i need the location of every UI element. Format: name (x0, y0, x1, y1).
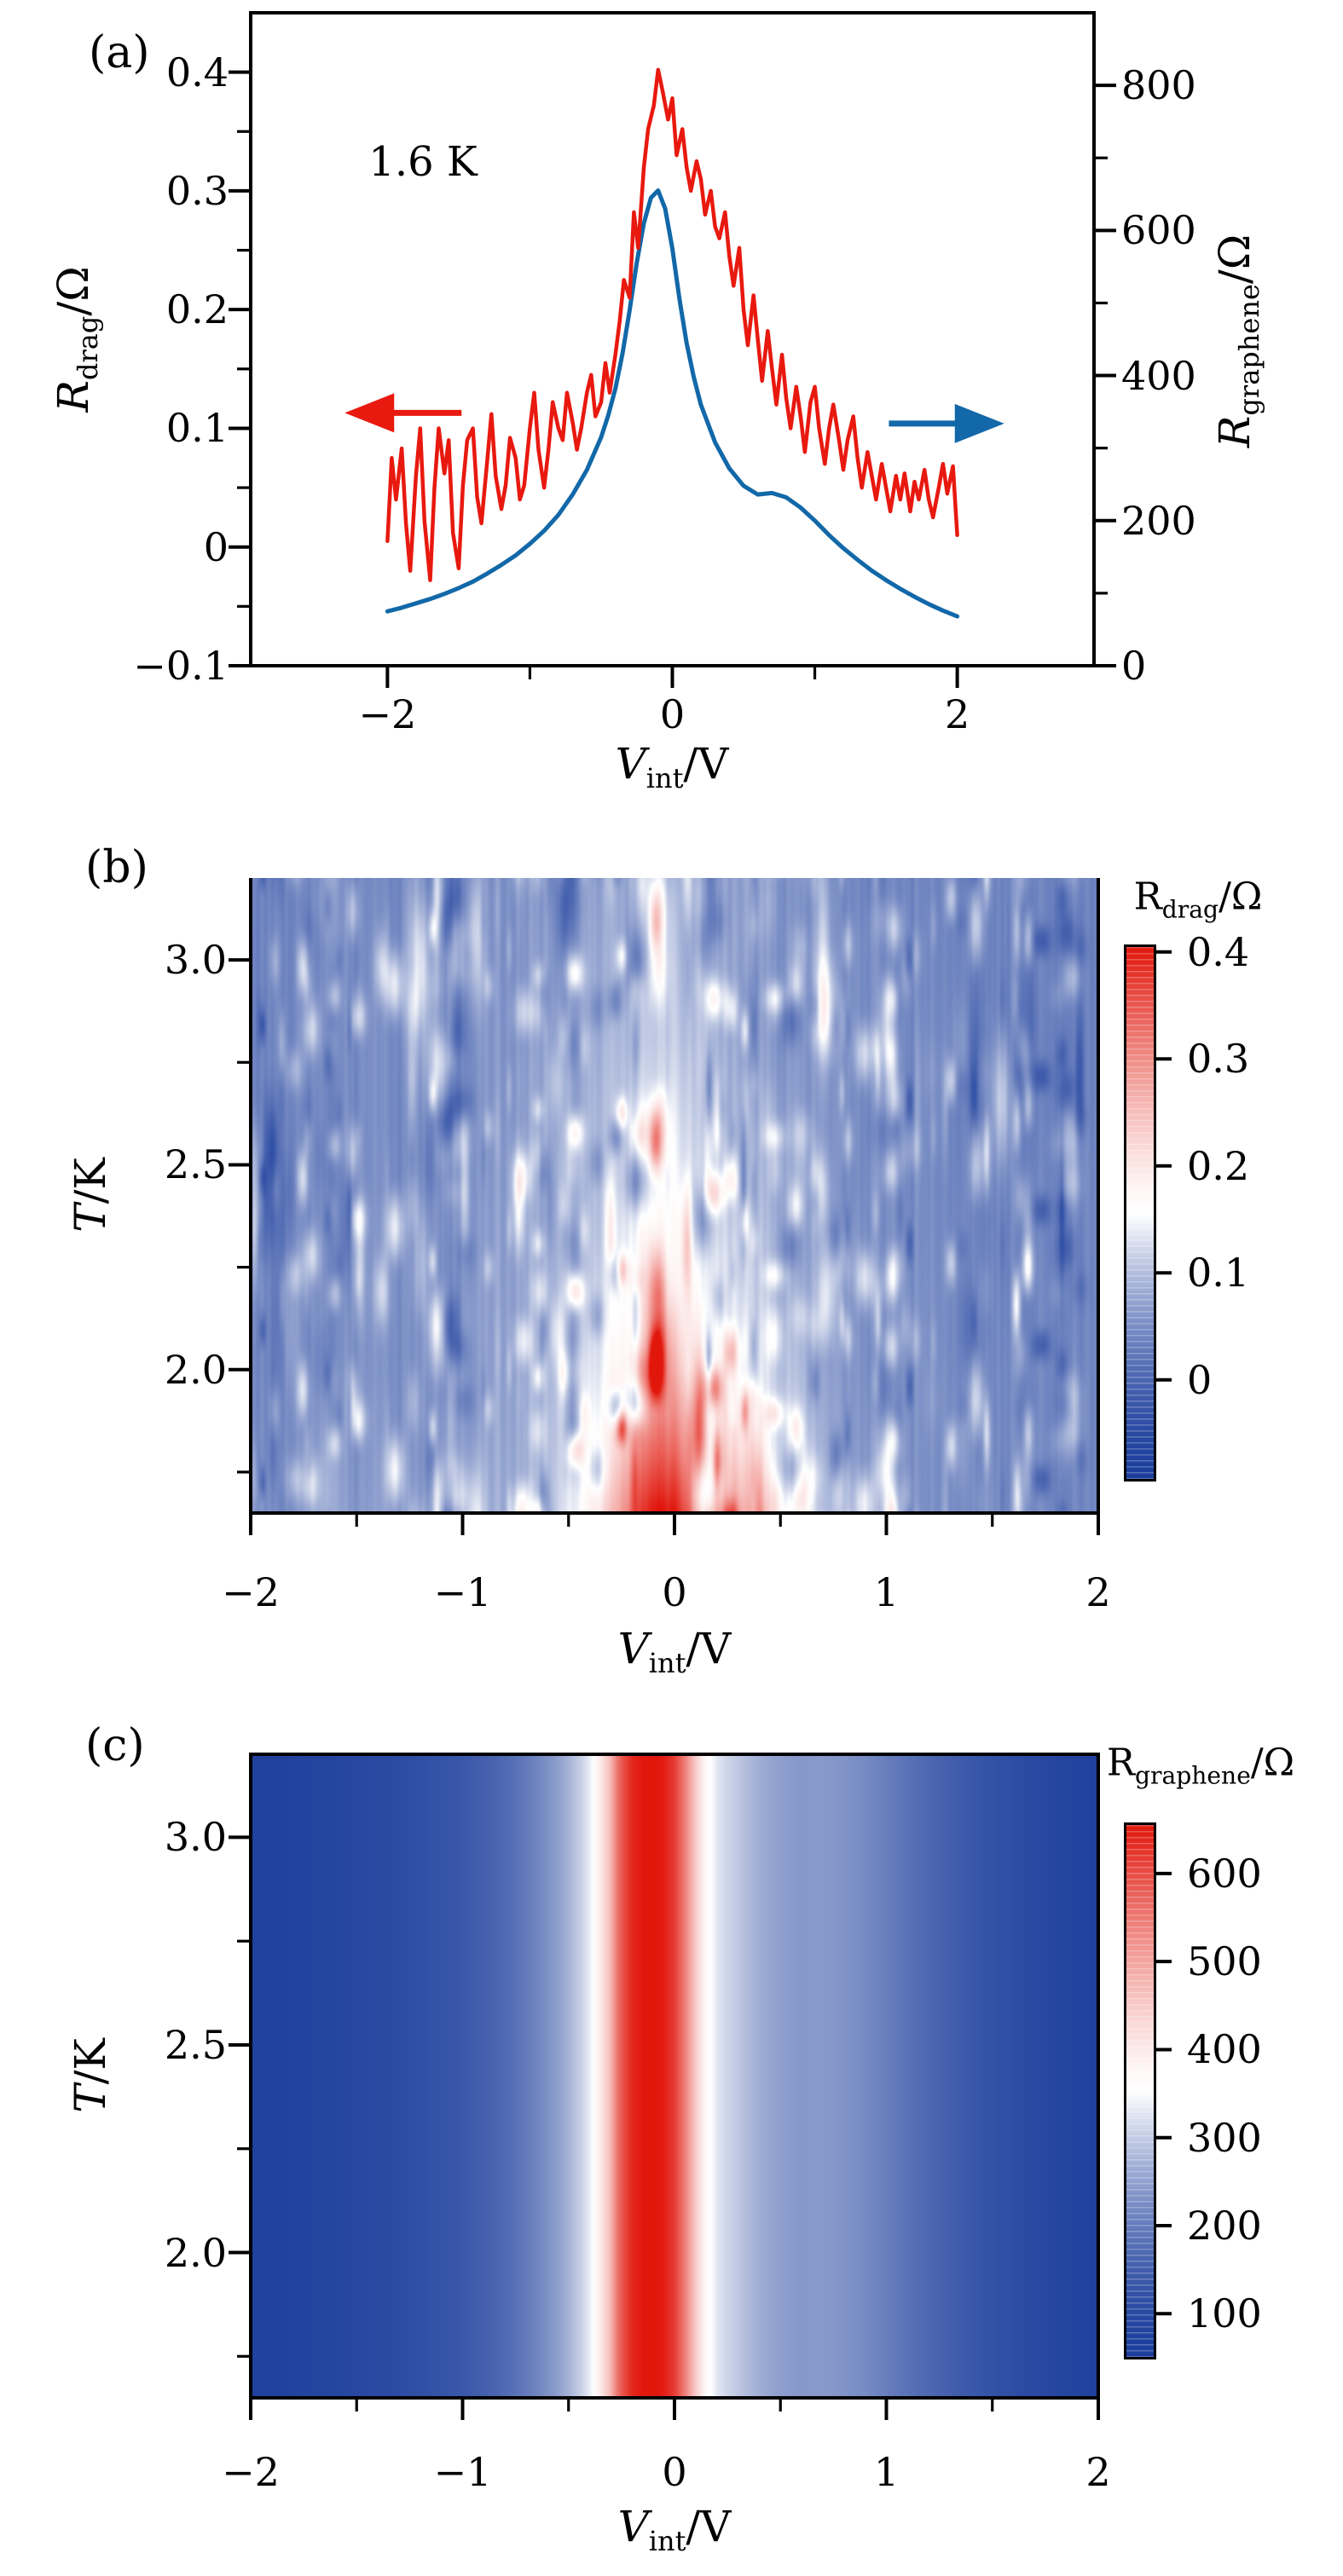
ylabel-right-unit: /Ω (1210, 234, 1259, 285)
panel-b-xlabel: Vint/V (618, 1627, 732, 1677)
colorbar-tick-label: 0 (1187, 1356, 1213, 1403)
panel-a-y-left-tick-label: −0.1 (133, 643, 229, 689)
xlabel-unit: /V (686, 2502, 732, 2551)
colorbar-title-symbol: R (1106, 1741, 1135, 1785)
panel-a-ylabel-left: Rdrag/Ω (49, 266, 104, 413)
panel-c-heatmap (251, 1754, 1098, 2398)
xlabel-unit: /V (686, 1624, 732, 1673)
colorbar-tick-label: 100 (1187, 2290, 1262, 2337)
panel-b-colorbar-title: Rdrag/Ω (1134, 878, 1263, 924)
panel-c-x-tick-label: −1 (433, 2449, 492, 2495)
rgraphene-curve (385, 188, 960, 619)
colorbar-title-unit: /Ω (1219, 875, 1263, 919)
panel-c-y-tick-label: 3.0 (164, 1814, 227, 1861)
panel-b-x-tick-label: −2 (222, 1569, 280, 1615)
ylabel-left-symbol: R (49, 380, 98, 413)
ylabel-left-subscript: drag (72, 315, 104, 380)
xlabel-subscript: int (648, 1647, 686, 1679)
panel-a-x-tick-label: 0 (659, 691, 686, 737)
panel-c-ylabel: T/K (66, 2038, 119, 2113)
panel-a-y-right-tick-label: 600 (1121, 207, 1196, 254)
panel-a-plot-area (229, 11, 1116, 688)
panel-b-heatmap (251, 878, 1098, 1513)
panel-b-y-tick-label: 2.0 (164, 1346, 227, 1393)
ylabel-unit: /K (66, 2038, 115, 2085)
panel-c-x-tick-label: 0 (662, 2449, 687, 2495)
panel-c-colorbar (1124, 1822, 1156, 2359)
blue-arrow-head (954, 403, 1004, 443)
xlabel-symbol: V (615, 739, 646, 788)
colorbar-title-subscript: graphene (1134, 1761, 1251, 1790)
ylabel-right-symbol: R (1210, 415, 1259, 448)
panel-b-x-tick-label: 1 (873, 1569, 900, 1615)
colorbar-tick-label: 300 (1187, 2114, 1262, 2161)
panel-b-y-tick-label: 2.5 (164, 1141, 227, 1188)
panel-b-x-tick-label: −1 (433, 1569, 492, 1615)
panel-b-axes (229, 878, 1100, 1535)
panel-a-y-left-tick-label: 0.3 (165, 167, 229, 214)
colorbar-tick-label: 400 (1187, 2026, 1262, 2073)
ylabel-right-subscript: graphene (1233, 284, 1265, 416)
red-arrow-head (344, 393, 395, 433)
panel-a-ylabel-right: Rgraphene/Ω (1210, 234, 1265, 448)
xlabel-subscript: int (648, 2525, 686, 2557)
panel-a-x-tick-label: 2 (944, 691, 970, 737)
colorbar-title-symbol: R (1133, 875, 1162, 919)
ylabel-unit: /K (66, 1158, 115, 1204)
panel-a-y-left-tick-label: 0.4 (165, 49, 229, 95)
panel-b-ylabel: T/K (66, 1158, 119, 1233)
panel-a-y-left-tick-label: 0.2 (165, 286, 229, 333)
colorbar-tick-label: 0.1 (1187, 1250, 1250, 1297)
panel-b-letter: (b) (85, 842, 148, 893)
colorbar-title-subscript: drag (1161, 895, 1219, 924)
xlabel-symbol: V (617, 2502, 649, 2551)
panel-a-y-right-tick-label: 0 (1121, 643, 1147, 689)
panel-c-axes (229, 1753, 1100, 2420)
xlabel-subscript: int (645, 762, 684, 794)
panel-a-y-right-tick-label: 200 (1121, 497, 1196, 544)
panel-c-xlabel: Vint/V (618, 2505, 732, 2555)
ylabel-symbol: T (66, 1204, 115, 1233)
panel-b-y-tick-label: 3.0 (164, 937, 227, 984)
panel-b-x-tick-label: 2 (1085, 1569, 1111, 1615)
panel-a-y-right-tick-label: 400 (1121, 352, 1196, 399)
rdrag-curve (385, 67, 959, 582)
panel-b-colorbar-ticks (1156, 950, 1172, 1382)
panel-a-y-right-tick-label: 800 (1121, 62, 1196, 109)
panel-c-colorbar-ticks (1156, 1871, 1172, 2316)
panel-a-y-left-tick-label: 0 (203, 523, 229, 570)
ylabel-left-unit: /Ω (49, 266, 98, 316)
colorbar-tick-label: 0.2 (1187, 1142, 1250, 1189)
panel-a-y-left-tick-label: 0.1 (165, 405, 229, 452)
panel-c-colorbar-title: Rgraphene/Ω (1107, 1744, 1294, 1790)
panel-c-letter: (c) (85, 1720, 145, 1771)
xlabel-unit: /V (683, 739, 729, 788)
panel-a-x-tick-label: −2 (358, 691, 417, 737)
panel-c-x-tick-label: −2 (222, 2449, 280, 2495)
colorbar-tick-label: 0.4 (1187, 928, 1250, 975)
ylabel-symbol: T (66, 2084, 115, 2113)
panel-c-frame (249, 1753, 1100, 2400)
panel-c-y-tick-label: 2.0 (164, 2229, 227, 2276)
colorbar-title-unit: /Ω (1250, 1741, 1295, 1785)
panel-c-x-tick-label: 1 (873, 2449, 900, 2495)
panel-c-x-tick-label: 2 (1085, 2449, 1111, 2495)
colorbar-tick-label: 500 (1187, 1938, 1262, 1985)
colorbar-tick-label: 600 (1187, 1850, 1262, 1897)
panel-b-colorbar (1124, 944, 1156, 1481)
colorbar-tick-label: 200 (1187, 2203, 1262, 2250)
xlabel-symbol: V (617, 1624, 649, 1673)
panel-a-xlabel: Vint/V (616, 742, 729, 792)
panel-c-y-tick-label: 2.5 (164, 2021, 227, 2068)
panel-b-x-tick-label: 0 (662, 1569, 687, 1615)
panel-a-letter: (a) (89, 27, 150, 78)
colorbar-tick-label: 0.3 (1187, 1036, 1250, 1083)
panel-a-temperature-annotation: 1.6 K (368, 138, 478, 186)
